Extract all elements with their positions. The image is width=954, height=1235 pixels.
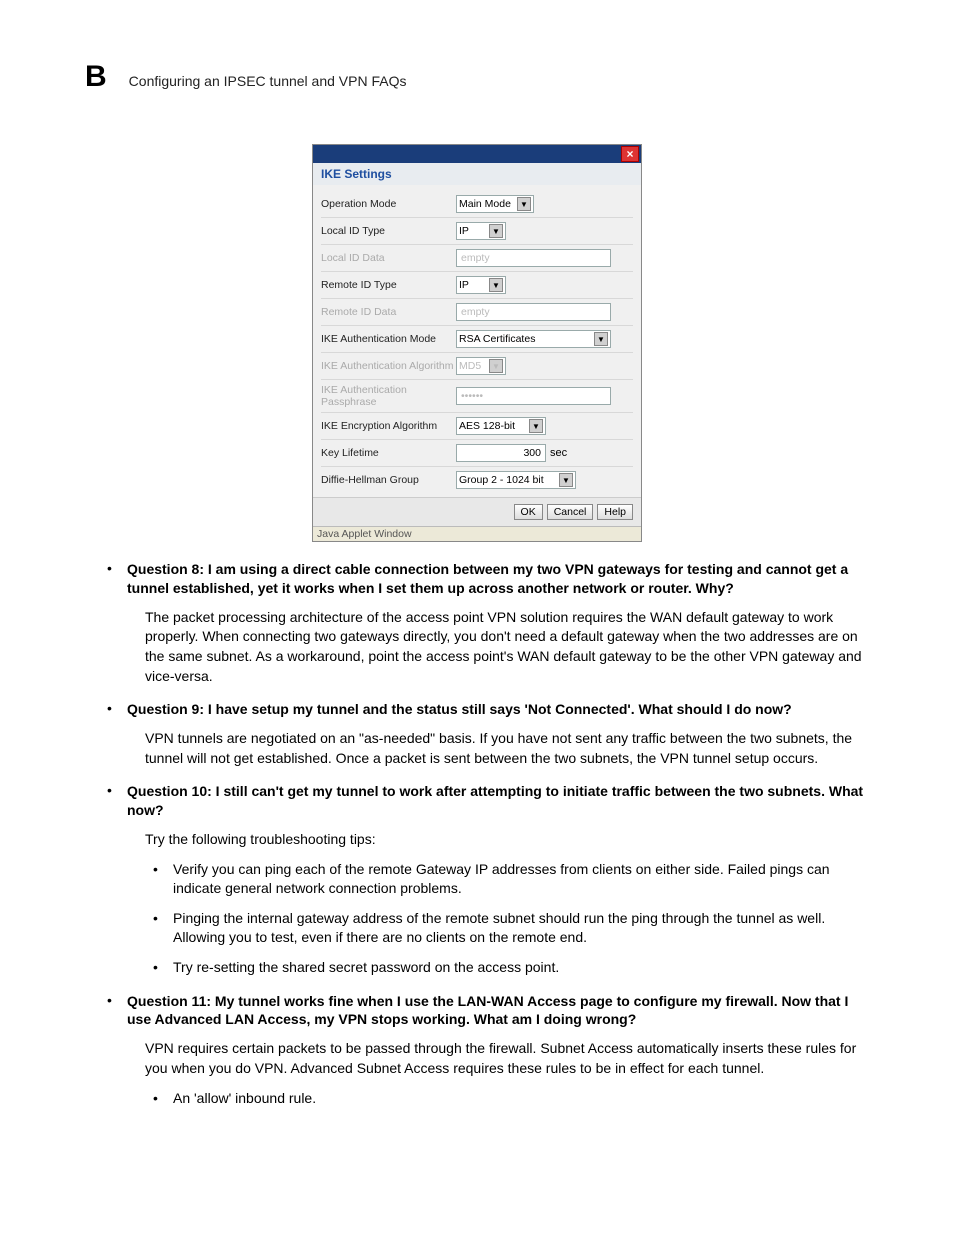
- faq-tips-list: An 'allow' inbound rule.: [173, 1089, 869, 1109]
- label-dh-group: Diffie-Hellman Group: [321, 474, 456, 486]
- faq-answer: The packet processing architecture of th…: [145, 608, 869, 686]
- label-local-id-data: Local ID Data: [321, 252, 456, 264]
- select-auth-mode[interactable]: RSA Certificates▼: [456, 330, 611, 348]
- dialog-form: Operation Mode Main Mode▼ Local ID Type …: [313, 185, 641, 497]
- row-local-id-type: Local ID Type IP▼: [321, 218, 633, 245]
- faq-item: Question 9: I have setup my tunnel and t…: [127, 700, 869, 768]
- faq-tip: Verify you can ping each of the remote G…: [173, 860, 869, 899]
- cancel-button[interactable]: Cancel: [547, 504, 594, 520]
- close-icon[interactable]: ×: [621, 146, 639, 162]
- label-key-lifetime: Key Lifetime: [321, 447, 456, 459]
- unit-sec: sec: [550, 447, 567, 459]
- faq-question: Question 11: My tunnel works fine when I…: [127, 992, 869, 1030]
- chevron-down-icon: ▼: [489, 278, 503, 292]
- chevron-down-icon: ▼: [594, 332, 608, 346]
- row-auth-algo: IKE Authentication Algorithm MD5▼: [321, 353, 633, 380]
- ike-settings-dialog: × IKE Settings Operation Mode Main Mode▼…: [312, 144, 642, 542]
- faq-question: Question 9: I have setup my tunnel and t…: [127, 700, 869, 719]
- help-button[interactable]: Help: [597, 504, 633, 520]
- chevron-down-icon: ▼: [489, 359, 503, 373]
- row-key-lifetime: Key Lifetime 300 sec: [321, 440, 633, 467]
- label-remote-id-data: Remote ID Data: [321, 306, 456, 318]
- row-enc-algo: IKE Encryption Algorithm AES 128-bit▼: [321, 413, 633, 440]
- input-key-lifetime[interactable]: 300: [456, 444, 546, 462]
- row-dh-group: Diffie-Hellman Group Group 2 - 1024 bit▼: [321, 467, 633, 493]
- row-auth-pass: IKE Authentication Passphrase ••••••: [321, 380, 633, 413]
- dialog-titlebar: ×: [313, 145, 641, 163]
- appendix-letter: B: [85, 60, 107, 94]
- select-auth-algo: MD5▼: [456, 357, 506, 375]
- faq-answer: VPN tunnels are negotiated on an "as-nee…: [145, 729, 869, 768]
- dialog-statusbar: Java Applet Window: [313, 526, 641, 541]
- faq-tip: Try re-setting the shared secret passwor…: [173, 958, 869, 978]
- input-local-id-data: empty: [456, 249, 611, 267]
- row-local-id-data: Local ID Data empty: [321, 245, 633, 272]
- label-local-id-type: Local ID Type: [321, 225, 456, 237]
- faq-question: Question 10: I still can't get my tunnel…: [127, 782, 869, 820]
- label-remote-id-type: Remote ID Type: [321, 279, 456, 291]
- label-auth-mode: IKE Authentication Mode: [321, 333, 456, 345]
- dialog-section-title: IKE Settings: [313, 163, 641, 185]
- dialog-screenshot: × IKE Settings Operation Mode Main Mode▼…: [85, 144, 869, 542]
- label-enc-algo: IKE Encryption Algorithm: [321, 420, 456, 432]
- select-remote-id-type[interactable]: IP▼: [456, 276, 506, 294]
- page-header: B Configuring an IPSEC tunnel and VPN FA…: [85, 60, 869, 94]
- dialog-button-row: OK Cancel Help: [313, 497, 641, 526]
- row-remote-id-type: Remote ID Type IP▼: [321, 272, 633, 299]
- ok-button[interactable]: OK: [514, 504, 543, 520]
- faq-answer: VPN requires certain packets to be passe…: [145, 1039, 869, 1078]
- select-local-id-type[interactable]: IP▼: [456, 222, 506, 240]
- label-auth-pass: IKE Authentication Passphrase: [321, 384, 456, 408]
- select-operation-mode[interactable]: Main Mode▼: [456, 195, 534, 213]
- select-dh-group[interactable]: Group 2 - 1024 bit▼: [456, 471, 576, 489]
- faq-item: Question 10: I still can't get my tunnel…: [127, 782, 869, 977]
- row-auth-mode: IKE Authentication Mode RSA Certificates…: [321, 326, 633, 353]
- chevron-down-icon: ▼: [517, 197, 531, 211]
- chevron-down-icon: ▼: [489, 224, 503, 238]
- row-operation-mode: Operation Mode Main Mode▼: [321, 191, 633, 218]
- select-enc-algo[interactable]: AES 128-bit▼: [456, 417, 546, 435]
- chevron-down-icon: ▼: [559, 473, 573, 487]
- faq-item: Question 8: I am using a direct cable co…: [127, 560, 869, 686]
- header-title: Configuring an IPSEC tunnel and VPN FAQs: [129, 73, 407, 89]
- faq-answer: Try the following troubleshooting tips:: [145, 830, 869, 850]
- chevron-down-icon: ▼: [529, 419, 543, 433]
- faq-tip: Pinging the internal gateway address of …: [173, 909, 869, 948]
- faq-tips-list: Verify you can ping each of the remote G…: [173, 860, 869, 978]
- label-auth-algo: IKE Authentication Algorithm: [321, 360, 456, 372]
- faq-tip: An 'allow' inbound rule.: [173, 1089, 869, 1109]
- input-auth-pass: ••••••: [456, 387, 611, 405]
- label-operation-mode: Operation Mode: [321, 198, 456, 210]
- row-remote-id-data: Remote ID Data empty: [321, 299, 633, 326]
- faq-list: Question 8: I am using a direct cable co…: [85, 560, 869, 1108]
- faq-item: Question 11: My tunnel works fine when I…: [127, 992, 869, 1109]
- faq-question: Question 8: I am using a direct cable co…: [127, 560, 869, 598]
- input-remote-id-data: empty: [456, 303, 611, 321]
